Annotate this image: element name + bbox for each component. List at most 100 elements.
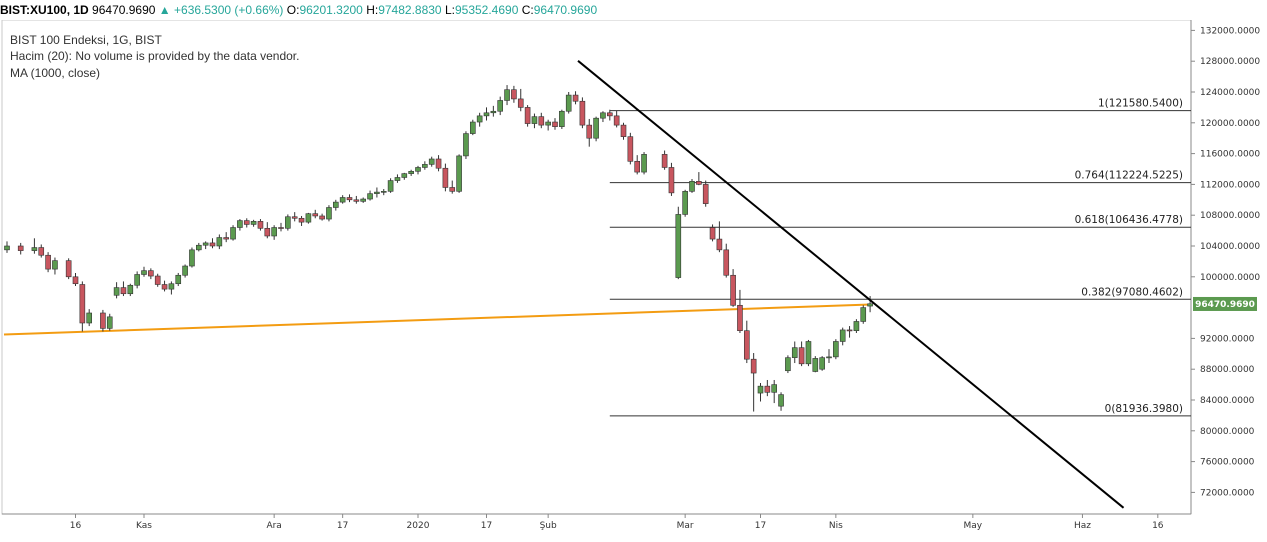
trendline[interactable] [577, 60, 1125, 509]
close-label: C: [521, 3, 534, 17]
x-tick-label: Mar [677, 521, 694, 531]
candle-body [798, 347, 805, 365]
candle [79, 281, 86, 332]
candle-body [826, 356, 832, 359]
candle [860, 305, 867, 324]
candle [689, 179, 695, 193]
candle [100, 309, 106, 332]
candle [422, 161, 428, 170]
candle [867, 296, 873, 313]
y-tick-label: 128000.0000 [1200, 57, 1260, 67]
candle [456, 154, 462, 193]
candle [442, 163, 449, 192]
candle-body [853, 321, 860, 331]
candle [428, 156, 435, 167]
candle [408, 169, 414, 176]
legend-ma: MA (1000, close) [10, 66, 100, 80]
y-tick-label: 88000.0000 [1200, 365, 1255, 375]
fibonacci-retracement[interactable]: 1(121580.5400) 0.764(112224.5225) 0.618(10… [609, 98, 1191, 417]
price-chart[interactable]: 1(121580.5400) 0.764(112224.5225) 0.618(10… [0, 20, 1267, 542]
candle [380, 189, 387, 196]
y-axis[interactable]: 132000.0000 128000.0000 124000.0000 120000.… [1191, 26, 1260, 498]
candle [504, 85, 510, 106]
candle [750, 353, 757, 412]
candle [230, 225, 236, 241]
candle-body [620, 124, 627, 137]
candle [237, 219, 243, 231]
candle-body [360, 198, 367, 202]
candle [223, 232, 229, 243]
candle-body [134, 274, 140, 286]
candle [65, 258, 72, 280]
candle [771, 379, 778, 404]
candle [853, 319, 860, 334]
x-tick-label: 16 [1152, 521, 1164, 531]
moving-average-line [3, 303, 871, 336]
fib-level-label: 0.618(106436.4778) [1075, 214, 1183, 226]
candle-body [613, 115, 620, 126]
candle-body [716, 238, 723, 251]
candle-body [675, 214, 682, 278]
candle [202, 241, 209, 250]
candle [593, 116, 599, 142]
candle [394, 174, 401, 183]
fib-level-label: 1(121580.5400) [1098, 98, 1183, 110]
candle [38, 244, 45, 258]
candle-body [223, 237, 229, 240]
candle-body [38, 247, 45, 256]
x-axis[interactable]: 16 Kas Ara 17 2020 17 Şub Mar 17 Nis May Haz 16 [70, 514, 1164, 531]
candle [319, 213, 325, 221]
open-value: 96201.3200 [299, 3, 363, 17]
y-tick-label: 112000.0000 [1200, 180, 1260, 190]
candle-body [230, 227, 236, 240]
candle [154, 273, 161, 287]
candle [449, 180, 456, 194]
candle-body [353, 199, 360, 202]
x-tick-label: 17 [337, 521, 348, 531]
fib-level-label: 0.382(97080.4602) [1081, 286, 1183, 298]
candle [545, 119, 551, 131]
high-label: H: [366, 3, 379, 17]
candle-body [394, 177, 401, 181]
candle [819, 356, 825, 371]
candle [387, 178, 394, 193]
candles [4, 85, 873, 412]
candle [182, 264, 188, 278]
candle-body [600, 112, 606, 119]
plot-area[interactable] [1, 20, 1192, 515]
candle-body [819, 357, 825, 370]
candle [552, 118, 558, 130]
candle-body [45, 254, 51, 270]
candle-body [113, 287, 120, 296]
x-tick-label: Nis [829, 521, 843, 531]
y-tick-label: 108000.0000 [1200, 211, 1260, 221]
candle [250, 219, 257, 227]
candle [559, 109, 565, 129]
candle [415, 165, 421, 175]
candle-body [319, 215, 325, 220]
last-price-bg [1193, 296, 1257, 311]
candle-body [517, 98, 524, 108]
y-tick-label: 120000.0000 [1200, 119, 1260, 129]
candle-body [154, 275, 161, 285]
candle-body [696, 181, 702, 185]
candle [243, 218, 250, 228]
candle [291, 212, 298, 222]
candle-body [730, 274, 736, 306]
candle-body [422, 164, 428, 168]
candle-body [743, 330, 750, 360]
candle-body [120, 287, 127, 295]
x-tick-label: Kas [136, 521, 152, 531]
candle [730, 269, 736, 307]
candle-body [175, 274, 182, 285]
candle-body [79, 284, 86, 324]
candle-body [374, 191, 380, 194]
candle [298, 215, 305, 226]
candle-body [641, 154, 647, 173]
candle-body [469, 121, 476, 134]
candle-body [545, 121, 551, 126]
candle-body [141, 270, 147, 275]
candle-body [511, 89, 517, 100]
candle-body [250, 221, 257, 225]
candle [538, 112, 545, 129]
